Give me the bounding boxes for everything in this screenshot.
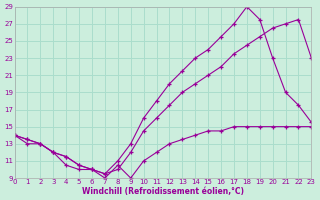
X-axis label: Windchill (Refroidissement éolien,°C): Windchill (Refroidissement éolien,°C)	[82, 187, 244, 196]
